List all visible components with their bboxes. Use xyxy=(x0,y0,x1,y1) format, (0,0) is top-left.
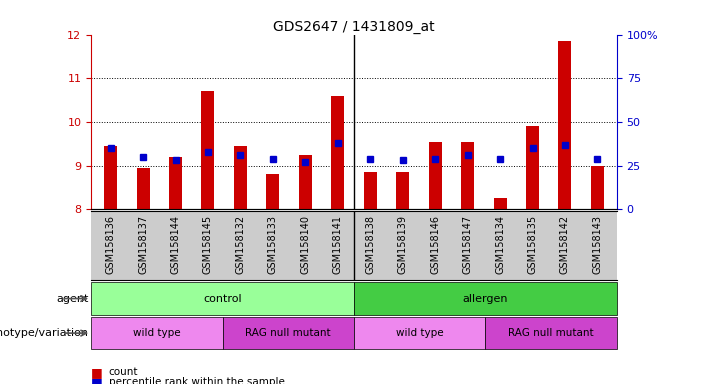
Text: ■: ■ xyxy=(91,366,103,379)
Text: GSM158140: GSM158140 xyxy=(300,215,311,274)
Bar xyxy=(137,168,149,209)
Bar xyxy=(396,172,409,209)
Bar xyxy=(91,317,223,349)
Text: GSM158134: GSM158134 xyxy=(495,215,505,274)
Text: GSM158132: GSM158132 xyxy=(236,215,245,274)
Bar xyxy=(234,146,247,209)
Text: control: control xyxy=(203,293,242,304)
Text: percentile rank within the sample: percentile rank within the sample xyxy=(109,377,285,384)
Text: wild type: wild type xyxy=(396,328,444,338)
Bar xyxy=(169,157,182,209)
Text: RAG null mutant: RAG null mutant xyxy=(508,328,594,338)
Bar xyxy=(332,96,344,209)
Text: GSM158133: GSM158133 xyxy=(268,215,278,274)
Bar xyxy=(201,91,215,209)
Text: GSM158141: GSM158141 xyxy=(333,215,343,274)
Text: GSM158147: GSM158147 xyxy=(463,215,472,274)
Title: GDS2647 / 1431809_at: GDS2647 / 1431809_at xyxy=(273,20,435,33)
Text: GSM158138: GSM158138 xyxy=(365,215,375,274)
Text: agent: agent xyxy=(56,293,88,304)
Bar xyxy=(91,282,354,315)
Text: GSM158145: GSM158145 xyxy=(203,215,213,274)
Bar xyxy=(591,166,604,209)
Text: count: count xyxy=(109,367,138,377)
Text: GSM158136: GSM158136 xyxy=(106,215,116,274)
Text: GSM158144: GSM158144 xyxy=(170,215,181,274)
Bar xyxy=(364,172,376,209)
Text: GSM158137: GSM158137 xyxy=(138,215,148,274)
Text: ■: ■ xyxy=(91,376,103,384)
Bar xyxy=(104,146,117,209)
Bar xyxy=(428,142,442,209)
Text: RAG null mutant: RAG null mutant xyxy=(245,328,331,338)
Bar xyxy=(354,317,485,349)
Text: allergen: allergen xyxy=(463,293,508,304)
Bar xyxy=(299,155,312,209)
Text: GSM158146: GSM158146 xyxy=(430,215,440,274)
Bar xyxy=(559,41,571,209)
Bar xyxy=(494,199,507,209)
Text: GSM158139: GSM158139 xyxy=(397,215,408,274)
Bar xyxy=(266,174,280,209)
Bar xyxy=(485,317,617,349)
Bar xyxy=(223,317,354,349)
Text: GSM158142: GSM158142 xyxy=(560,215,570,274)
Text: wild type: wild type xyxy=(133,328,181,338)
Text: GSM158135: GSM158135 xyxy=(527,215,538,274)
Bar xyxy=(354,282,617,315)
Text: genotype/variation: genotype/variation xyxy=(0,328,88,338)
Text: GSM158143: GSM158143 xyxy=(592,215,602,274)
Bar xyxy=(526,126,539,209)
Bar xyxy=(461,142,474,209)
